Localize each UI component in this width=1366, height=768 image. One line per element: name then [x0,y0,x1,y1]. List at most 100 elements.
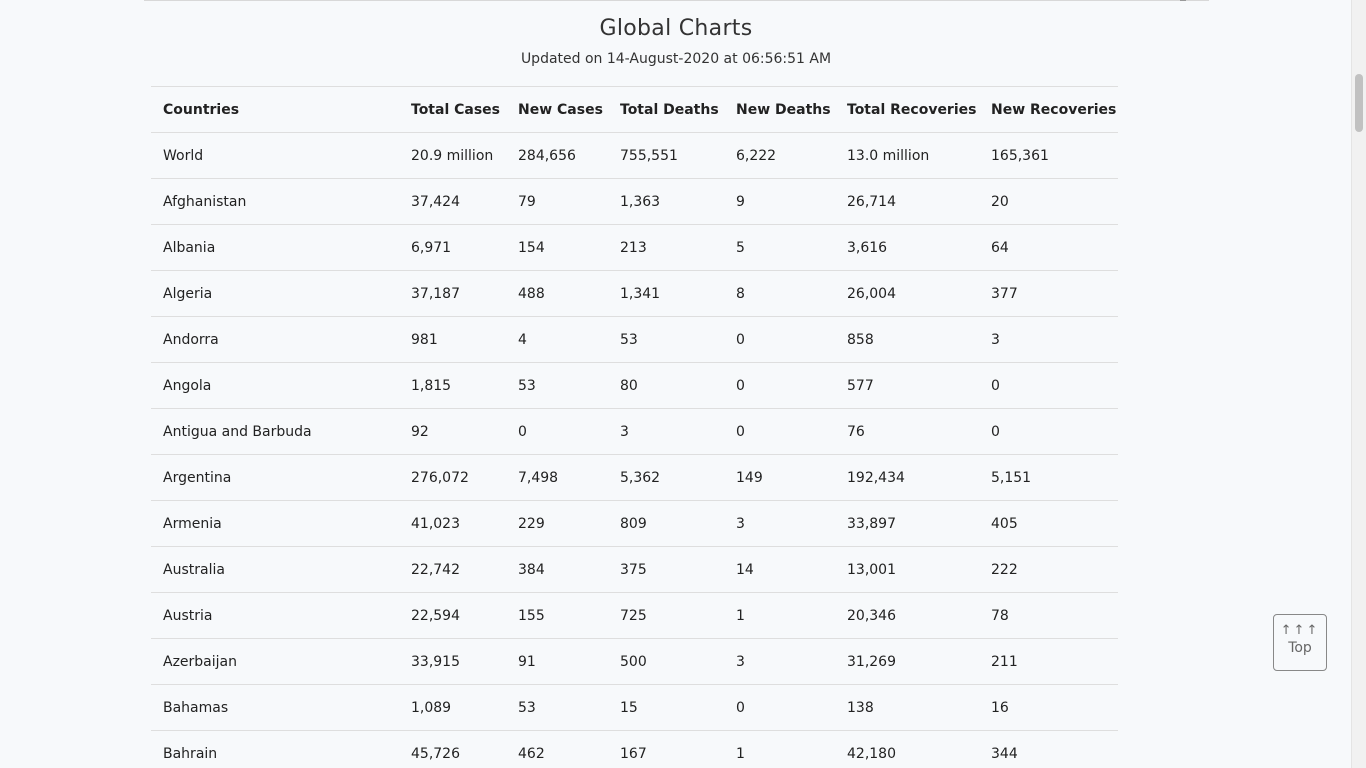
cell-new-recoveries: 5,151 [979,454,1118,501]
page-scrollbar[interactable] [1351,0,1366,768]
cell-new-cases: 4 [506,316,608,363]
cell-total-deaths: 53 [608,316,724,363]
cell-new-recoveries: 211 [979,638,1118,685]
cell-new-cases: 488 [506,270,608,317]
cell-country: Algeria [151,270,399,317]
cell-country: Angola [151,362,399,409]
cell-total-cases: 20.9 million [399,132,506,179]
cell-country: Armenia [151,500,399,547]
cell-total-deaths: 3 [608,408,724,455]
cell-new-deaths: 0 [724,408,835,455]
cell-new-recoveries: 377 [979,270,1118,317]
cell-total-deaths: 755,551 [608,132,724,179]
cell-new-recoveries: 3 [979,316,1118,363]
cell-new-recoveries: 405 [979,500,1118,547]
cell-new-recoveries: 0 [979,408,1118,455]
cell-new-cases: 155 [506,592,608,639]
cell-new-deaths: 1 [724,730,835,768]
cell-total-cases: 1,089 [399,684,506,731]
cell-new-cases: 53 [506,684,608,731]
scrollbar-thumb[interactable] [1355,74,1363,132]
cell-total-recoveries: 20,346 [835,592,979,639]
cell-new-recoveries: 165,361 [979,132,1118,179]
updated-timestamp: Updated on 14-August-2020 at 06:56:51 AM [520,51,832,67]
cell-total-cases: 41,023 [399,500,506,547]
cell-country: Andorra [151,316,399,363]
cell-total-cases: 37,424 [399,178,506,225]
cell-new-deaths: 3 [724,500,835,547]
cell-total-deaths: 80 [608,362,724,409]
table-row: Armenia 41,023 229 809 3 33,897 405 [151,500,1118,547]
cell-new-deaths: 0 [724,316,835,363]
table-row: Azerbaijan 33,915 91 500 3 31,269 211 [151,638,1118,685]
cell-total-recoveries: 13,001 [835,546,979,593]
table-row: Argentina 276,072 7,498 5,362 149 192,434 5,15… [151,454,1118,501]
cell-new-deaths: 14 [724,546,835,593]
cell-new-recoveries: 16 [979,684,1118,731]
cell-total-cases: 37,187 [399,270,506,317]
cell-country: Antigua and Barbuda [151,408,399,455]
cell-total-deaths: 809 [608,500,724,547]
cell-new-recoveries: 64 [979,224,1118,271]
cell-new-cases: 7,498 [506,454,608,501]
table-header-row: Countries Total Cases New Cases Total De… [151,86,1118,133]
cell-new-deaths: 3 [724,638,835,685]
cell-total-recoveries: 31,269 [835,638,979,685]
cell-total-cases: 22,742 [399,546,506,593]
table-row: Bahamas 1,089 53 15 0 138 16 [151,684,1118,731]
cell-new-recoveries: 0 [979,362,1118,409]
table-row: Australia 22,742 384 375 14 13,001 222 [151,546,1118,593]
table-row: Antigua and Barbuda 92 0 3 0 76 0 [151,408,1118,455]
cell-country: Austria [151,592,399,639]
cell-total-recoveries: 76 [835,408,979,455]
table-body: World 20.9 million 284,656 755,551 6,222 13.0… [151,132,1118,768]
table-row: Bahrain 45,726 462 167 1 42,180 344 [151,730,1118,768]
cell-total-cases: 1,815 [399,362,506,409]
cell-new-cases: 284,656 [506,132,608,179]
cell-total-cases: 6,971 [399,224,506,271]
cell-total-recoveries: 3,616 [835,224,979,271]
cell-total-deaths: 375 [608,546,724,593]
country-stats-table: Countries Total Cases New Cases Total De… [151,86,1118,768]
table-row: Angola 1,815 53 80 0 577 0 [151,362,1118,409]
cell-country: Bahamas [151,684,399,731]
cell-total-deaths: 213 [608,224,724,271]
table-row: World 20.9 million 284,656 755,551 6,222 13.0… [151,132,1118,179]
cell-total-deaths: 5,362 [608,454,724,501]
cell-country: Azerbaijan [151,638,399,685]
cell-new-cases: 462 [506,730,608,768]
cell-total-deaths: 500 [608,638,724,685]
cell-total-cases: 33,915 [399,638,506,685]
partial-glyph [1180,0,1186,1]
up-arrows-icon: ↑↑↑ [1280,623,1320,638]
cell-new-deaths: 6,222 [724,132,835,179]
column-header-total-cases: Total Cases [399,86,506,133]
cell-new-deaths: 9 [724,178,835,225]
cell-total-deaths: 1,341 [608,270,724,317]
cell-country: Albania [151,224,399,271]
cell-new-deaths: 5 [724,224,835,271]
cell-new-cases: 229 [506,500,608,547]
column-header-new-deaths: New Deaths [724,86,835,133]
table-row: Austria 22,594 155 725 1 20,346 78 [151,592,1118,639]
cell-new-deaths: 149 [724,454,835,501]
cell-new-cases: 384 [506,546,608,593]
cell-new-deaths: 8 [724,270,835,317]
cell-total-recoveries: 42,180 [835,730,979,768]
cell-country: Australia [151,546,399,593]
top-divider [144,0,1209,1]
cell-total-deaths: 725 [608,592,724,639]
cell-total-cases: 981 [399,316,506,363]
cell-new-cases: 154 [506,224,608,271]
cell-total-recoveries: 13.0 million [835,132,979,179]
page-title: Global Charts [599,16,753,41]
back-to-top-button[interactable]: ↑↑↑ Top [1273,614,1327,671]
back-to-top-label: Top [1288,640,1312,656]
cell-total-recoveries: 858 [835,316,979,363]
table-row: Andorra 981 4 53 0 858 3 [151,316,1118,363]
column-header-new-recoveries: New Recoveries [979,86,1118,133]
column-header-countries: Countries [151,86,399,133]
cell-total-deaths: 167 [608,730,724,768]
cell-new-recoveries: 344 [979,730,1118,768]
cell-country: Afghanistan [151,178,399,225]
